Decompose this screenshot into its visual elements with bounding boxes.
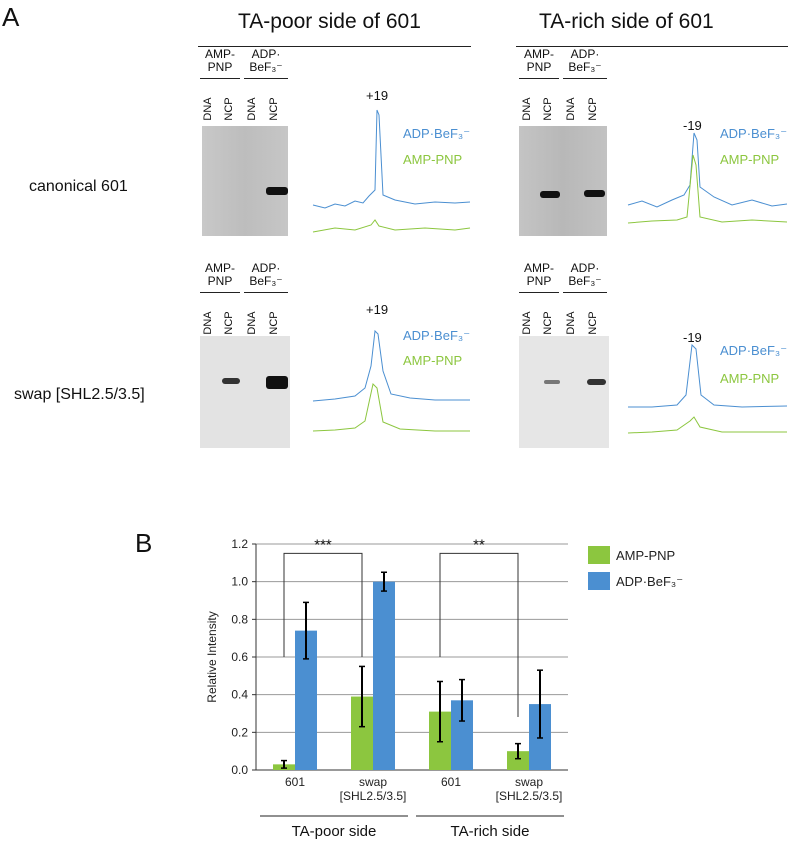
legend-label: AMP-PNP: [616, 548, 675, 563]
condition-rule: [563, 78, 607, 79]
x-category-label: 601: [441, 775, 461, 789]
lane-label: DNA: [202, 97, 214, 121]
condition-rule: [563, 292, 607, 293]
panel-b-letter: B: [135, 528, 153, 558]
condition-rule: [519, 292, 559, 293]
group-label: TA-poor side: [292, 823, 377, 840]
peak-label: +19: [366, 302, 389, 317]
lane-label: NCP: [587, 311, 599, 335]
lane-label: DNA: [246, 97, 258, 121]
section-title-ta-rich: TA-rich side of 601: [539, 10, 714, 33]
section-rule-ta-poor: [198, 46, 471, 47]
condition-adp-bef: ADP· BeF₃⁻: [568, 47, 602, 74]
x-category-label: 601: [285, 775, 305, 789]
condition-adp-bef: ADP· BeF₃⁻: [568, 261, 602, 288]
trace-legend-adp: ADP·BeF₃⁻: [403, 328, 471, 343]
condition-rule: [244, 78, 288, 79]
y-tick-label: 1.0: [231, 575, 248, 589]
lane-label: DNA: [202, 311, 214, 335]
lane-label: DNA: [521, 97, 533, 121]
lane-label: NCP: [268, 97, 280, 121]
row-label-canonical: canonical 601: [29, 178, 128, 195]
condition-amp-pnp: AMP- PNP: [205, 261, 235, 288]
lane-label: NCP: [542, 311, 554, 335]
y-tick-label: 0.2: [231, 725, 248, 739]
condition-amp-pnp: AMP- PNP: [524, 261, 554, 288]
section-title-ta-poor: TA-poor side of 601: [238, 10, 421, 33]
lane-label: DNA: [565, 311, 577, 335]
panel-a-letter: A: [2, 2, 20, 32]
condition-rule: [244, 292, 288, 293]
condition-amp-pnp: AMP- PNP: [205, 47, 235, 74]
lane-label: NCP: [542, 97, 554, 121]
lane-label: NCP: [587, 97, 599, 121]
condition-rule: [200, 292, 240, 293]
trace-legend-adp: ADP·BeF₃⁻: [720, 343, 788, 358]
significance-bracket: [283, 552, 363, 657]
x-category-label: swap: [515, 775, 543, 789]
gel-block-poor-swap: AMP- PNP ADP· BeF₃⁻ DNA NCP DNA NCP: [200, 262, 290, 452]
y-tick-label: 0.6: [231, 650, 248, 664]
gel-block-rich-swap: AMP- PNP ADP· BeF₃⁻ DNA NCP DNA NCP: [519, 262, 609, 452]
bar: [295, 630, 317, 770]
lane-label: NCP: [223, 311, 235, 335]
lane-label: NCP: [223, 97, 235, 121]
trace-rich-canonical: [627, 132, 788, 224]
condition-amp-pnp: AMP- PNP: [524, 47, 554, 74]
condition-adp-bef: ADP· BeF₃⁻: [249, 47, 283, 74]
y-tick-label: 0.4: [231, 688, 248, 702]
peak-label: -19: [683, 118, 702, 133]
y-tick-label: 0.8: [231, 612, 248, 626]
trace-legend-amp: AMP-PNP: [403, 152, 463, 167]
lane-label: NCP: [268, 311, 280, 335]
gel-block-rich-canonical: AMP- PNP ADP· BeF₃⁻ DNA NCP DNA NCP: [519, 48, 609, 238]
legend-swatch: [588, 572, 610, 590]
lane-label: DNA: [565, 97, 577, 121]
trace-rich-swap: [627, 343, 788, 434]
lane-label: DNA: [521, 311, 533, 335]
trace-legend-amp: AMP-PNP: [720, 371, 780, 386]
condition-rule: [519, 78, 559, 79]
relative-intensity-chart: 0.0 0.2 0.4 0.6 0.8 1.0 1.2 Relative Intensity 6…: [205, 536, 683, 840]
significance-label: **: [473, 536, 485, 553]
gel-image: [519, 336, 609, 448]
group-label: TA-rich side: [451, 823, 530, 840]
y-tick-label: 0.0: [231, 763, 248, 777]
y-axis-label: Relative Intensity: [205, 611, 219, 702]
section-rule-ta-rich: [516, 46, 788, 47]
condition-rule: [200, 78, 240, 79]
legend-label: ADP·BeF₃⁻: [616, 574, 683, 589]
bar: [351, 696, 373, 770]
gel-image: [519, 126, 607, 236]
bar: [373, 581, 395, 770]
x-category-label: [SHL2.5/3.5]: [340, 789, 407, 803]
legend-swatch: [588, 546, 610, 564]
trace-poor-canonical: [312, 109, 471, 233]
bar: [451, 700, 473, 770]
significance-label: ***: [314, 536, 332, 553]
significance-bracket: [439, 552, 519, 717]
gel-image: [202, 126, 288, 236]
trace-legend-amp: AMP-PNP: [403, 353, 463, 368]
row-label-swap: swap [SHL2.5/3.5]: [14, 386, 145, 403]
condition-adp-bef: ADP· BeF₃⁻: [249, 261, 283, 288]
x-category-label: [SHL2.5/3.5]: [496, 789, 563, 803]
trace-poor-swap: [312, 329, 470, 432]
bar: [507, 751, 529, 770]
y-tick-label: 1.2: [231, 537, 248, 551]
x-category-label: swap: [359, 775, 387, 789]
gel-image: [200, 336, 290, 448]
trace-legend-amp: AMP-PNP: [720, 152, 780, 167]
peak-label: +19: [366, 88, 389, 103]
trace-legend-adp: ADP·BeF₃⁻: [403, 126, 471, 141]
trace-legend-adp: ADP·BeF₃⁻: [720, 126, 788, 141]
gel-block-poor-canonical: AMP- PNP ADP· BeF₃⁻ DNA NCP DNA NCP: [200, 48, 290, 238]
lane-label: DNA: [246, 311, 258, 335]
peak-label: -19: [683, 330, 702, 345]
